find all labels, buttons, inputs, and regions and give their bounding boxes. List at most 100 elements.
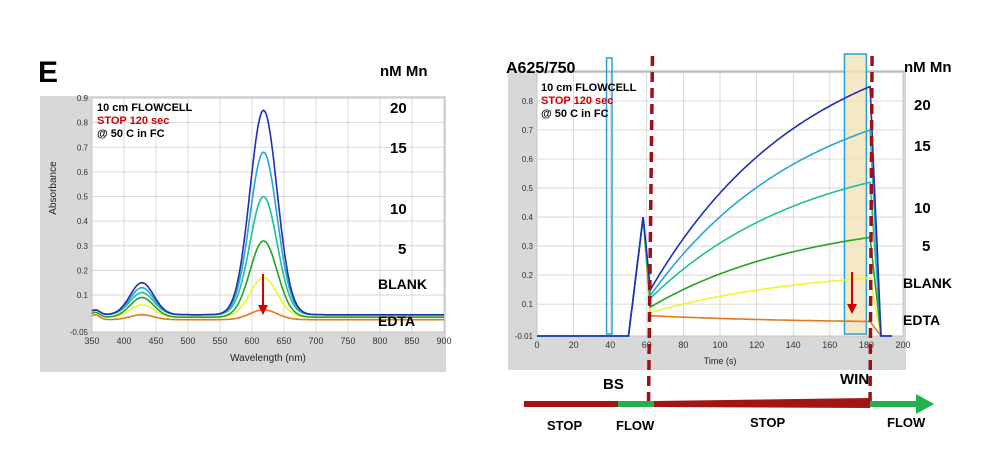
right-ytick-label: 0.7 (522, 126, 534, 135)
right-unit-header: nM Mn (904, 59, 951, 76)
right-xtick-label: 180 (859, 340, 874, 350)
right-xtick-label: 100 (712, 340, 727, 350)
left-ytick-label: 0.1 (77, 291, 89, 300)
timeline-stop-1: STOP (547, 418, 582, 433)
right-label-20: 20 (914, 97, 931, 114)
left-xlabel: Wavelength (nm) (230, 353, 306, 364)
right-xtick-label: 60 (642, 340, 652, 350)
right-axis-title: A625/750 (506, 60, 575, 77)
left-ytick-label: 0.4 (77, 217, 89, 226)
left-xtick-label: 400 (116, 336, 131, 346)
right-ytick-label: 0.6 (522, 155, 534, 164)
timeline-stop-2: STOP (750, 415, 785, 430)
phase-timeline (524, 394, 934, 414)
timeline-arrowhead (916, 394, 934, 414)
right-label-edta: EDTA (903, 312, 940, 328)
right-label-blank: BLANK (903, 275, 952, 291)
right-y-ticks: -0.01 0.1 0.2 0.3 0.4 0.5 0.6 0.7 0.8 (515, 97, 534, 341)
right-ytick-label: 0.8 (522, 97, 534, 106)
right-label-10: 10 (914, 200, 931, 217)
right-xtick-label: 80 (678, 340, 688, 350)
left-ytick-label: 0.8 (77, 119, 89, 128)
left-label-blank: BLANK (378, 276, 427, 292)
left-series-5 (91, 240, 444, 319)
right-xtick-label: 200 (895, 340, 910, 350)
win-label: WIN (840, 371, 869, 388)
left-y-ticks: -0.05 0.1 0.2 0.3 0.4 0.5 0.6 0.7 0.8 0.9 (70, 94, 89, 337)
left-series-20 (91, 109, 444, 316)
left-panel: -0.05 0.1 0.2 0.3 0.4 0.5 0.6 0.7 0.8 0.9 350 400 4… (38, 56, 452, 372)
right-windows (605, 53, 868, 335)
right-ytick-label: 0.5 (522, 184, 534, 193)
left-xtick-label: 500 (180, 336, 195, 346)
left-decrease-arrow (258, 274, 268, 315)
right-label-5: 5 (922, 238, 930, 255)
left-ytick-label: 0.2 (77, 266, 89, 275)
left-xtick-label: 350 (84, 336, 99, 346)
right-panel: -0.01 0.1 0.2 0.3 0.4 0.5 0.6 0.7 0.8 0 20 40 60 80 1… (506, 53, 952, 433)
left-ytick-label: 0.9 (77, 94, 89, 103)
bs-label: BS (603, 376, 624, 393)
right-xtick-label: 140 (786, 340, 801, 350)
right-xtick-label: 20 (569, 340, 579, 350)
left-ytick-label: 0.6 (77, 168, 89, 177)
left-grid (91, 97, 445, 333)
left-xtick-label: 800 (372, 336, 387, 346)
left-unit-header: nM Mn (380, 63, 427, 80)
right-ytick-label: 0.4 (522, 213, 534, 222)
right-label-15: 15 (914, 138, 931, 155)
flow-start-marker (868, 55, 874, 403)
left-label-edta: EDTA (378, 313, 415, 329)
left-ytick-label: 0.3 (77, 242, 89, 251)
left-label-20: 20 (390, 100, 407, 117)
right-xtick-label: 160 (822, 340, 837, 350)
right-temp-note: @ 50 C in FC (541, 108, 609, 120)
left-xtick-label: 850 (404, 336, 419, 346)
left-xtick-label: 550 (212, 336, 227, 346)
right-series-lines (537, 85, 892, 337)
timeline-stop-bar-2 (654, 398, 870, 408)
left-stop-note: STOP 120 sec (97, 115, 169, 127)
left-xtick-label: 450 (148, 336, 163, 346)
right-x-ticks: 0 20 40 60 80 100 120 140 160 180 200 (534, 340, 910, 350)
right-series-20 (537, 85, 892, 337)
left-xtick-label: 700 (308, 336, 323, 346)
right-ytick-label: 0.2 (522, 271, 534, 280)
bs-window (605, 57, 613, 335)
right-ytick-label: 0.1 (522, 300, 534, 309)
right-ytick-label: -0.01 (515, 332, 534, 341)
left-flowcell-note: 10 cm FLOWCELL (97, 102, 193, 114)
right-decrease-arrow (847, 272, 857, 314)
left-xtick-label: 600 (244, 336, 259, 346)
right-flowcell-note: 10 cm FLOWCELL (541, 82, 637, 94)
right-ytick-label: 0.3 (522, 242, 534, 251)
right-xtick-label: 0 (534, 340, 539, 350)
right-xtick-label: 120 (749, 340, 764, 350)
stop-start-marker (646, 55, 655, 409)
left-xtick-label: 650 (276, 336, 291, 346)
left-ytick-label: 0.5 (77, 193, 89, 202)
win-window (843, 53, 868, 335)
left-series-edta (91, 308, 444, 321)
right-stop-note: STOP 120 sec (541, 95, 613, 107)
left-series-lines (91, 109, 444, 321)
left-xtick-label: 750 (340, 336, 355, 346)
timeline-flow-2: FLOW (887, 415, 926, 430)
left-ytick-label: -0.05 (70, 328, 89, 337)
right-xlabel: Time (s) (704, 356, 737, 366)
right-xtick-label: 40 (605, 340, 615, 350)
left-label-10: 10 (390, 201, 407, 218)
left-ylabel: Absorbance (48, 161, 59, 215)
right-phase-markers (646, 55, 874, 409)
left-ytick-label: 0.7 (77, 143, 89, 152)
timeline-flow-bar-1 (618, 401, 654, 407)
left-label-5: 5 (398, 241, 406, 258)
left-panel-letter: E (38, 56, 58, 89)
left-temp-note: @ 50 C in FC (97, 128, 165, 140)
left-xtick-label: 900 (436, 336, 451, 346)
timeline-flow-1: FLOW (616, 418, 655, 433)
left-label-15: 15 (390, 140, 407, 157)
timeline-flow-bar-2 (870, 401, 918, 407)
left-x-ticks: 350 400 450 500 550 600 650 700 750 800 850 900 (84, 336, 451, 346)
timeline-stop-bar-1 (524, 401, 618, 407)
